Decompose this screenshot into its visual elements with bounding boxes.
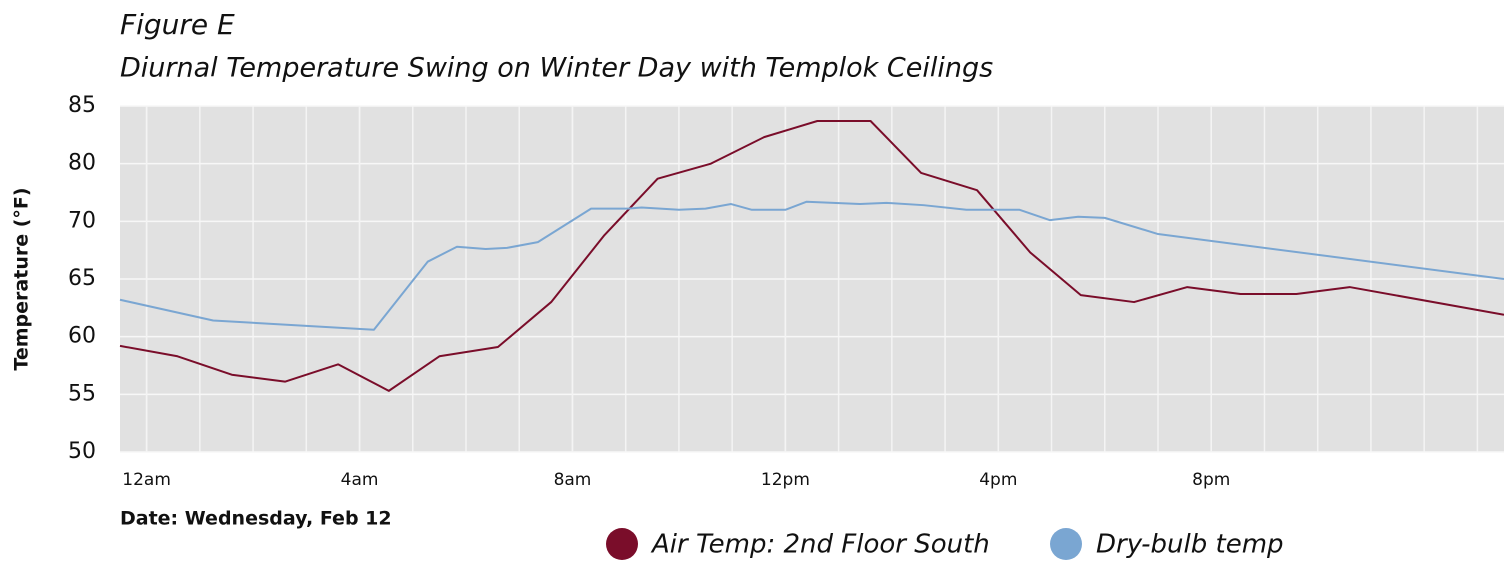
x-tick-label: 4am — [341, 470, 379, 490]
x-tick-label: 12pm — [761, 470, 810, 490]
x-tick-label: 12am — [122, 470, 171, 490]
x-tick-label: 4pm — [979, 470, 1017, 490]
y-tick-label: 85 — [68, 93, 96, 118]
legend-label: Air Temp: 2nd Floor South — [650, 530, 990, 560]
y-tick-label: 50 — [68, 439, 96, 464]
x-tick-label: 8am — [554, 470, 592, 490]
legend-marker — [1050, 528, 1082, 560]
legend-marker — [606, 528, 638, 560]
legend-label: Dry-bulb temp — [1096, 530, 1284, 560]
data-line — [119, 119, 1504, 392]
x-tick-label: 8pm — [1192, 470, 1230, 490]
y-axis-label: Temperature (°F) — [11, 187, 33, 370]
y-tick-label: 65 — [68, 266, 96, 291]
chart-title: Figure E — [120, 8, 235, 41]
y-tick-label: 80 — [68, 151, 96, 176]
y-tick-label: 55 — [68, 381, 96, 406]
y-tick-label: 70 — [68, 208, 96, 233]
chart-subtitle: Diurnal Temperature Swing on Winter Day … — [120, 53, 993, 84]
y-tick-label: 60 — [68, 324, 96, 349]
annotation: Date: Wednesday, Feb 12 — [120, 508, 392, 530]
data-line — [119, 200, 1504, 331]
